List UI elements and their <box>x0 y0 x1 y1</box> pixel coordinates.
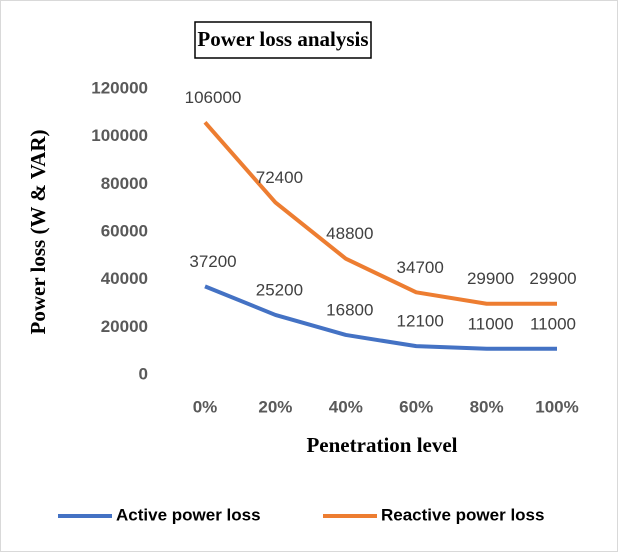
data-label: 29900 <box>529 269 576 288</box>
data-label: 48800 <box>326 224 373 243</box>
data-label: 11000 <box>468 314 514 333</box>
data-label: 12100 <box>397 312 444 331</box>
y-tick-label: 20000 <box>101 317 148 336</box>
x-tick-label: 80% <box>470 397 504 416</box>
data-label: 16800 <box>326 300 373 319</box>
y-tick-label: 80000 <box>101 174 148 193</box>
data-label: 106000 <box>185 88 242 107</box>
x-tick-label: 100% <box>535 397 578 416</box>
chart-title: Power loss analysis <box>197 27 368 51</box>
y-tick-label: 60000 <box>101 221 148 240</box>
data-label: 25200 <box>256 280 303 299</box>
line <box>203 121 557 306</box>
y-tick-label: 120000 <box>91 78 148 97</box>
legend-label: Reactive power loss <box>381 505 544 524</box>
data-label: 11000 <box>530 314 576 333</box>
legend-label: Active power loss <box>116 505 261 524</box>
x-tick-label: 0% <box>193 397 218 416</box>
data-label: 29900 <box>467 269 514 288</box>
x-tick-label: 40% <box>329 397 363 416</box>
data-label: 72400 <box>256 168 303 187</box>
line <box>204 284 557 351</box>
x-tick-label: 20% <box>258 397 292 416</box>
x-tick-label: 60% <box>399 397 433 416</box>
y-tick-label: 100000 <box>91 126 148 145</box>
data-label: 34700 <box>397 258 444 277</box>
y-tick-label: 0 <box>139 364 148 383</box>
x-axis-label: Penetration level <box>306 433 457 457</box>
y-axis-label: Power loss (W & VAR) <box>26 130 50 335</box>
y-tick-label: 40000 <box>101 269 148 288</box>
data-label: 37200 <box>189 252 236 271</box>
title-box <box>194 21 372 59</box>
